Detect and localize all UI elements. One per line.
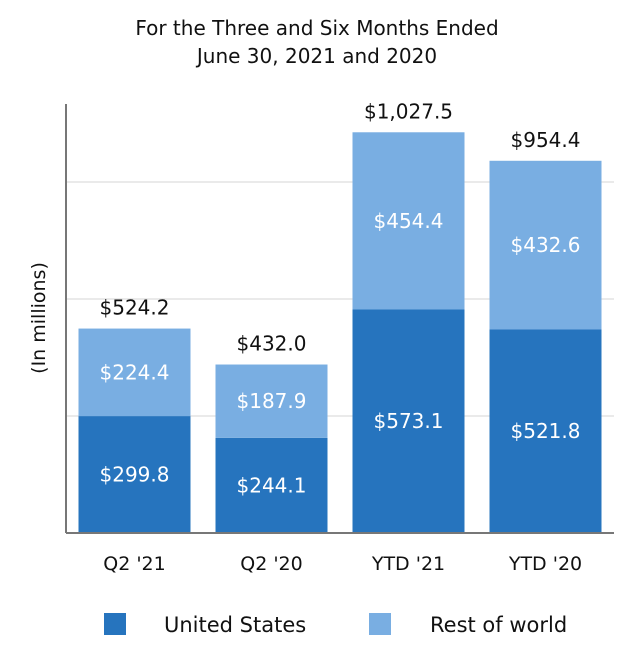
bars [78,132,602,533]
bar-q2-21-rest-of-world [78,328,191,417]
chart-title: For the Three and Six Months Ended June … [135,16,498,68]
bar-q2-21-united-states [78,416,191,533]
data-label-q2-20-united-states: $244.1 [237,473,307,497]
legend-label-rest-of-world: Rest of world [430,613,567,637]
legend-swatch-united-states [104,613,126,635]
x-tick-q2-21: Q2 '21 [103,553,165,575]
data-label-q2-21-rest-of-world: $224.4 [100,360,170,384]
data-label-ytd-21-rest-of-world: $454.4 [374,209,444,233]
chart-title-line-1: For the Three and Six Months Ended [135,16,498,40]
x-tick-labels: Q2 '21 Q2 '20 YTD '21 YTD '20 [103,553,582,575]
legend: United States Rest of world [104,613,567,637]
data-label-ytd-21-united-states: $573.1 [374,409,444,433]
total-label-q2-21: $524.2 [100,296,170,320]
chart-title-line-2: June 30, 2021 and 2020 [195,44,437,68]
total-label-q2-20: $432.0 [237,332,307,356]
data-label-ytd-20-united-states: $521.8 [511,419,581,443]
data-label-q2-20-rest-of-world: $187.9 [237,389,307,413]
total-label-ytd-20: $954.4 [511,128,581,152]
bar-ytd-20-united-states [489,329,602,533]
data-label-q2-21-united-states: $299.8 [100,463,170,487]
bar-q2-20-united-states [215,437,328,533]
legend-swatch-rest-of-world [369,613,391,635]
x-tick-ytd-20: YTD '20 [508,553,582,575]
axes [65,104,614,534]
x-tick-ytd-21: YTD '21 [371,553,445,575]
x-tick-q2-20: Q2 '20 [240,553,302,575]
data-labels: $299.8 $224.4 $524.2 $244.1 $187.9 $432.0 $573… [100,99,581,497]
bar-ytd-20-rest-of-world [489,160,602,330]
bar-ytd-21-rest-of-world [352,132,465,310]
bar-q2-20-rest-of-world [215,364,328,438]
bar-ytd-21-united-states [352,309,465,533]
total-label-ytd-21: $1,027.5 [364,99,453,123]
legend-label-united-states: United States [164,613,306,637]
data-label-ytd-20-rest-of-world: $432.6 [511,233,581,257]
y-axis-label: (In millions) [28,262,50,374]
